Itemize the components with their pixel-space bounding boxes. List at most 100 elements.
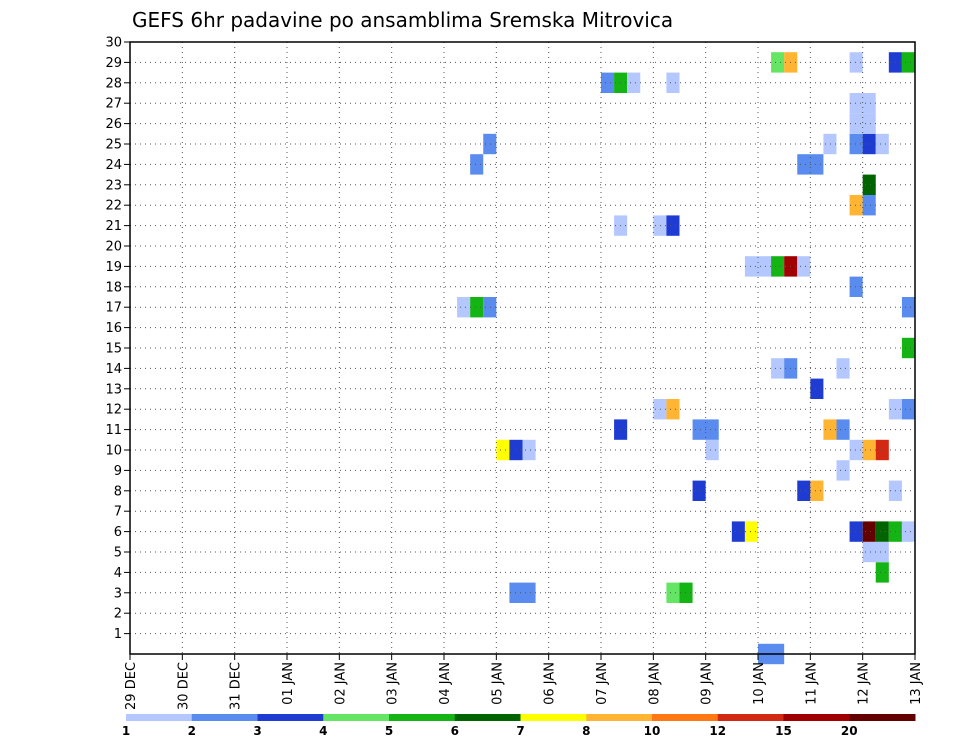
colorbar-swatch: [257, 714, 324, 721]
y-tick-label: 12: [105, 403, 122, 418]
precip-cell: [901, 399, 915, 420]
x-axis: 29 DEC 30 DEC 31 DEC 01 JAN 02 JAN 03 JAN 04 J…: [124, 654, 924, 710]
precip-cell: [483, 133, 497, 155]
precip-cell: [823, 419, 837, 440]
y-tick-label: 24: [105, 158, 122, 173]
y-tick-label: 8: [114, 484, 122, 499]
precip-cell: [666, 215, 680, 236]
precip-cell: [849, 195, 863, 216]
precip-cell: [862, 174, 876, 195]
precip-cell: [627, 72, 641, 93]
precip-cell: [810, 480, 824, 501]
precip-cell: [666, 399, 680, 420]
precip-cell: [666, 582, 680, 603]
colorbar-swatch: [389, 714, 456, 721]
colorbar-swatch: [783, 714, 850, 721]
x-tick-label: 12 JAN: [857, 662, 872, 705]
precip-cell: [744, 521, 758, 542]
colorbar-label: 15: [775, 724, 792, 738]
y-tick-label: 16: [105, 321, 122, 336]
colorbar-swatch: [717, 714, 784, 721]
colorbar-label: 1: [122, 724, 130, 738]
x-tick-label: 13 JAN: [909, 662, 924, 705]
x-tick-label: 30 DEC: [176, 662, 191, 710]
precip-cell: [666, 72, 680, 93]
y-tick-label: 4: [114, 566, 122, 581]
y-tick-label: 21: [105, 219, 122, 234]
precip-cell: [862, 133, 876, 155]
precip-cell: [862, 521, 876, 542]
precip-cell: [836, 419, 850, 440]
x-tick-label: 06 JAN: [543, 662, 558, 705]
x-tick-label: 05 JAN: [490, 662, 505, 705]
colorbar-swatch: [454, 714, 521, 721]
y-tick-label: 14: [105, 362, 122, 377]
x-tick-label: 10 JAN: [752, 662, 767, 705]
precip-cell: [823, 133, 837, 155]
precip-cell: [901, 297, 915, 318]
y-tick-label: 30: [105, 36, 122, 51]
precip-cell: [496, 439, 510, 461]
precip-cell: [901, 52, 915, 73]
colorbar-label: 3: [253, 724, 261, 738]
y-tick-label: 19: [105, 260, 122, 275]
precip-cell: [862, 195, 876, 216]
colorbar-label: 2: [188, 724, 196, 738]
x-tick-label: 08 JAN: [647, 662, 662, 705]
colorbar-label: 5: [385, 724, 393, 738]
x-tick-label: 04 JAN: [438, 662, 453, 705]
x-tick-label: 03 JAN: [386, 662, 401, 705]
precip-cell: [797, 480, 811, 501]
precip-cell: [731, 521, 745, 542]
precip-cell: [901, 337, 915, 359]
precip-cell: [705, 439, 719, 461]
colorbar-label: 4: [319, 724, 327, 738]
precip-cell: [849, 93, 876, 114]
x-tick-label: 01 JAN: [281, 662, 296, 705]
precip-cell: [875, 521, 889, 542]
precip-cell: [849, 113, 876, 134]
precip-cell: [849, 521, 863, 542]
y-tick-label: 11: [105, 423, 122, 438]
y-tick-label: 7: [114, 505, 122, 520]
precip-cell: [522, 439, 536, 461]
colorbar-swatch: [586, 714, 653, 721]
colorbar-swatch: [323, 714, 390, 721]
precip-cell: [875, 562, 889, 583]
colorbar-label: 6: [451, 724, 459, 738]
precip-cell: [457, 297, 471, 318]
colorbar-label: 10: [644, 724, 661, 738]
y-tick-label: 26: [105, 117, 122, 132]
y-tick-label: 29: [105, 56, 122, 71]
y-tick-label: 22: [105, 199, 122, 214]
chart-title: GEFS 6hr padavine po ansamblima Sremska …: [132, 8, 673, 32]
precip-cell: [836, 460, 850, 481]
y-tick-label: 2: [114, 607, 122, 622]
precip-cell: [849, 439, 863, 461]
precip-cell: [483, 297, 497, 318]
precip-cell: [849, 276, 863, 297]
y-tick-label: 17: [105, 301, 122, 316]
y-tick-label: 3: [114, 586, 122, 601]
precip-cell: [901, 521, 915, 542]
x-tick-label: 11 JAN: [804, 662, 819, 705]
precip-cell: [692, 480, 706, 501]
precip-cell: [653, 215, 667, 236]
precip-cell: [522, 582, 536, 603]
precip-cell: [653, 399, 667, 420]
precip-cell: [797, 256, 811, 277]
colorbar-swatch: [652, 714, 719, 721]
precip-cell: [849, 133, 863, 155]
y-tick-label: 1: [114, 627, 122, 642]
y-tick-label: 13: [105, 382, 122, 397]
y-tick-label: 10: [105, 444, 122, 459]
precip-cell: [470, 154, 484, 175]
y-tick-label: 15: [105, 342, 122, 357]
y-tick-label: 28: [105, 76, 122, 91]
precip-cell: [862, 439, 876, 461]
precip-cell: [470, 297, 484, 318]
precip-cell: [771, 52, 785, 73]
x-tick-label: 07 JAN: [595, 662, 610, 705]
colorbar-swatch: [520, 714, 587, 721]
